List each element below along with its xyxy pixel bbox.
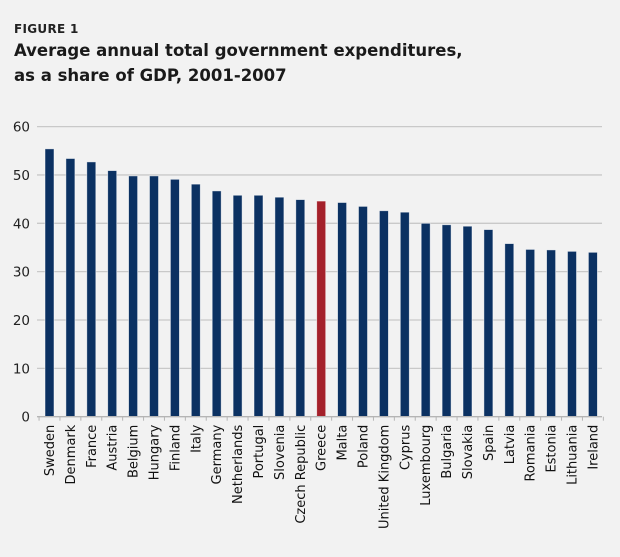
x-tick-label: Greece — [315, 425, 330, 471]
x-tick-label: Romania — [524, 425, 539, 482]
x-tick-label: Czech Republic — [294, 425, 309, 524]
bars — [44, 148, 598, 418]
y-tick-label: 40 — [13, 216, 30, 232]
x-tick-label: Germany — [210, 424, 225, 484]
x-tick-label: Netherlands — [231, 424, 246, 503]
bar-latvia — [504, 243, 515, 418]
bar-italy — [190, 183, 201, 418]
bar-czech-republic — [295, 199, 306, 418]
x-tick-label: Hungary — [148, 424, 163, 480]
y-tick-label: 30 — [13, 265, 30, 281]
bar-slovenia — [274, 196, 285, 418]
x-tick-label: Denmark — [64, 424, 79, 484]
x-tick-label: Poland — [357, 425, 372, 468]
bar-hungary — [149, 175, 159, 418]
y-tick-label: 50 — [13, 168, 30, 184]
x-tick-label: Ireland — [586, 425, 601, 470]
x-tick-label: Slovenia — [273, 425, 288, 480]
figure-label: FIGURE 1 — [14, 22, 79, 36]
x-tick-label: Spain — [482, 425, 497, 461]
x-tick-label: Cyprus — [398, 424, 413, 470]
y-axis-ticks: 0 10 20 30 40 50 60 — [13, 120, 30, 426]
chart-title-line-1: Average annual total government expendit… — [14, 41, 463, 60]
y-tick-label: 0 — [21, 410, 30, 426]
bar-netherlands — [232, 194, 243, 418]
x-tick-label: Portugal — [252, 425, 267, 479]
bar-poland — [358, 205, 368, 418]
chart-title-line-2: as a share of GDP, 2001-2007 — [14, 66, 287, 85]
x-tick-label: United Kingdom — [377, 425, 392, 529]
x-tick-label: Malta — [336, 425, 351, 461]
x-tick-label: Italy — [189, 424, 204, 453]
x-tick-label: Bulgaria — [440, 425, 455, 479]
y-tick-label: 10 — [13, 361, 30, 377]
bar-bulgaria — [441, 224, 452, 418]
bar-malta — [337, 202, 348, 418]
bar-portugal — [253, 194, 264, 418]
x-tick-label: Latvia — [503, 425, 518, 465]
bar-luxembourg — [420, 222, 431, 418]
x-tick-label: Luxembourg — [419, 425, 434, 506]
bar-finland — [169, 178, 180, 418]
bar-spain — [483, 229, 494, 418]
bar-romania — [525, 249, 536, 418]
x-tick-label: Estonia — [545, 425, 560, 473]
chart-title: Average annual total government expendit… — [14, 38, 614, 88]
x-tick-label: Austria — [106, 425, 121, 471]
x-tick-label: Finland — [168, 425, 183, 471]
x-axis-labels: Sweden Denmark France Austria Belgium Hungary… — [43, 424, 601, 529]
bar-lithuania — [567, 250, 577, 418]
bar-united-kingdom — [378, 210, 389, 418]
x-tick-label: Belgium — [127, 425, 142, 478]
bar-ireland — [588, 251, 598, 418]
bar-germany — [211, 190, 222, 418]
x-tick-label: France — [85, 425, 100, 468]
bar-france — [86, 161, 97, 418]
bar-cyprus — [399, 211, 410, 418]
x-tick-label: Sweden — [43, 425, 58, 476]
bar-denmark — [65, 158, 76, 418]
x-axis — [37, 416, 604, 421]
x-tick-label: Lithuania — [566, 425, 581, 485]
bar-sweden — [44, 148, 55, 418]
bar-austria — [107, 170, 118, 418]
y-tick-label: 60 — [13, 120, 30, 136]
x-tick-label: Slovakia — [461, 425, 476, 480]
bar-estonia — [546, 249, 556, 418]
bar-slovakia — [462, 225, 473, 418]
bar-belgium — [128, 175, 139, 418]
bar-greece — [316, 200, 327, 418]
y-tick-label: 20 — [13, 313, 30, 329]
